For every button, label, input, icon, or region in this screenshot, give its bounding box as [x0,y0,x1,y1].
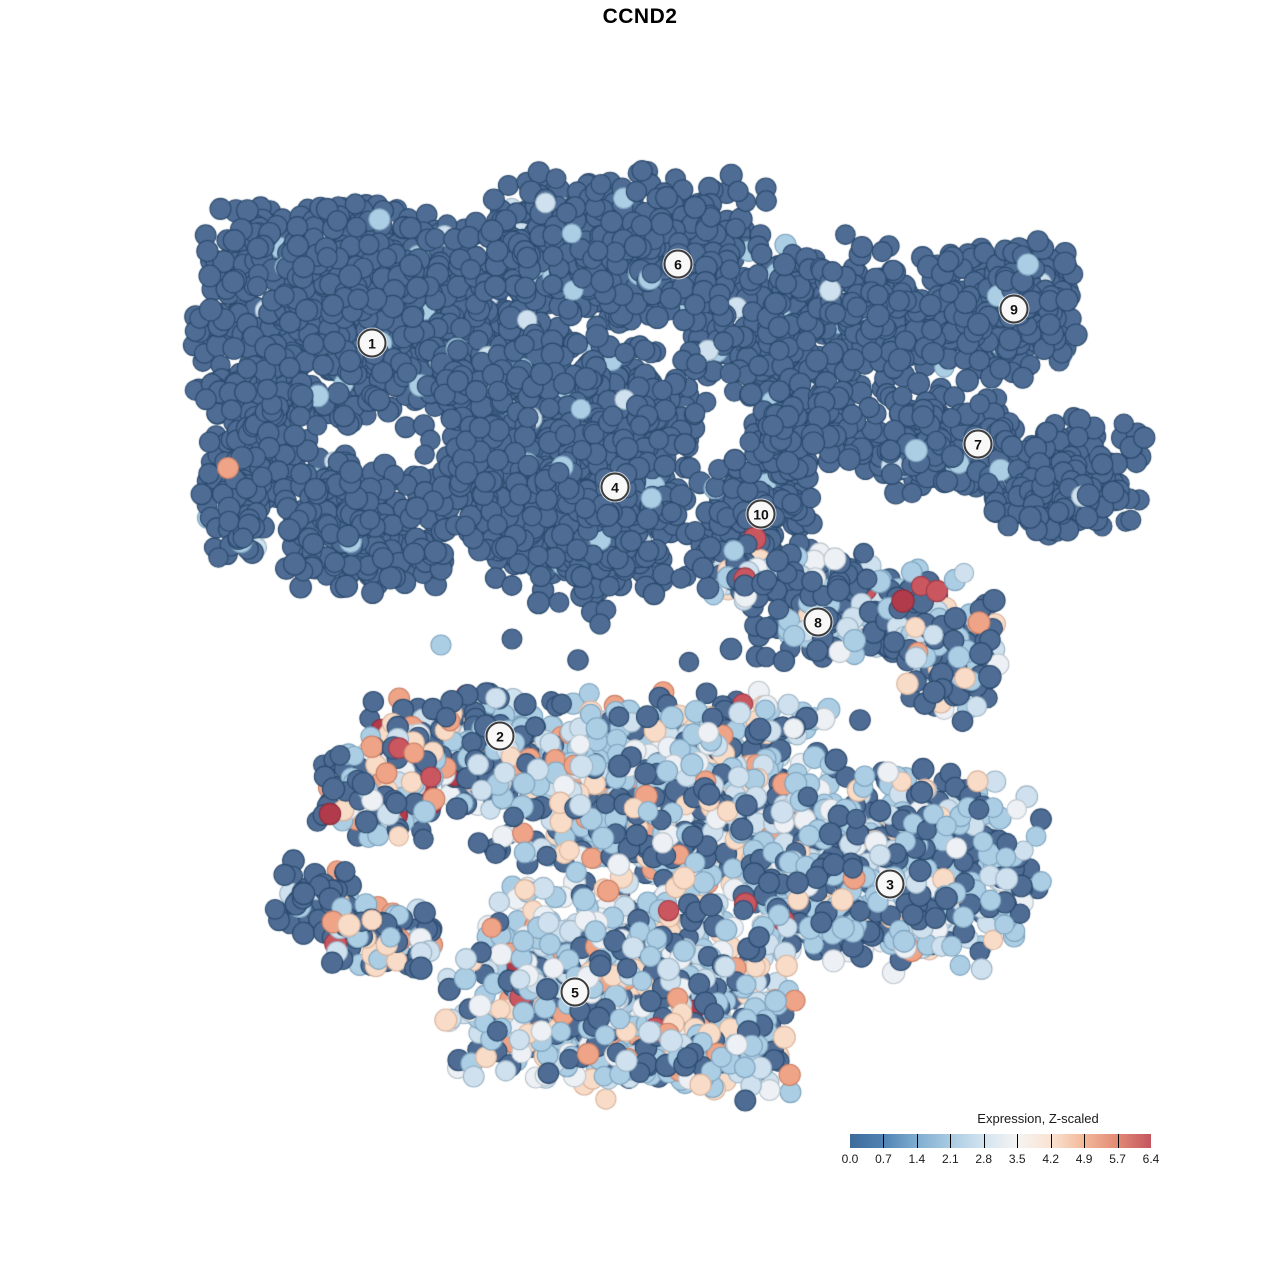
cluster-label-7: 7 [963,429,993,459]
legend-tick-label: 6.4 [1142,1152,1160,1166]
legend-tick-label: 3.5 [1008,1152,1026,1166]
legend-tick-line [883,1134,885,1148]
legend-tick-line [1084,1134,1086,1148]
legend-tick-label: 2.8 [975,1152,993,1166]
legend-tick-labels: 0.0 0.7 1.4 2.1 2.8 3.5 4.2 4.9 5.7 6.4 [842,1152,1160,1166]
legend-tick-label: 2.1 [941,1152,959,1166]
legend-tick-line [1117,1134,1119,1148]
cluster-label-8: 8 [803,607,833,637]
legend-tick-line [983,1134,985,1148]
legend-tick-label: 0.7 [875,1152,892,1166]
cluster-label-6: 6 [663,249,693,279]
cluster-label-1: 1 [357,328,387,358]
legend-tick-line [916,1134,918,1148]
legend-title: Expression, Z-scaled [977,1111,1099,1126]
legend-tick-label: 4.9 [1075,1152,1093,1166]
cluster-label-4: 4 [600,472,630,502]
legend-tick-line [1050,1134,1052,1148]
legend-tick-label: 5.7 [1109,1152,1126,1166]
cluster-label-9: 9 [999,294,1029,324]
legend-tick-label: 1.4 [908,1152,926,1166]
legend-tick-label: 0.0 [841,1152,859,1166]
cluster-label-10: 10 [746,499,776,529]
cluster-label-3: 3 [875,869,905,899]
legend-tick-line [950,1134,952,1148]
legend-tick-label: 4.2 [1042,1152,1059,1166]
legend-colorbar [850,1134,1151,1148]
cluster-label-5: 5 [560,977,590,1007]
legend-tick-line [1017,1134,1019,1148]
cluster-label-2: 2 [485,721,515,751]
